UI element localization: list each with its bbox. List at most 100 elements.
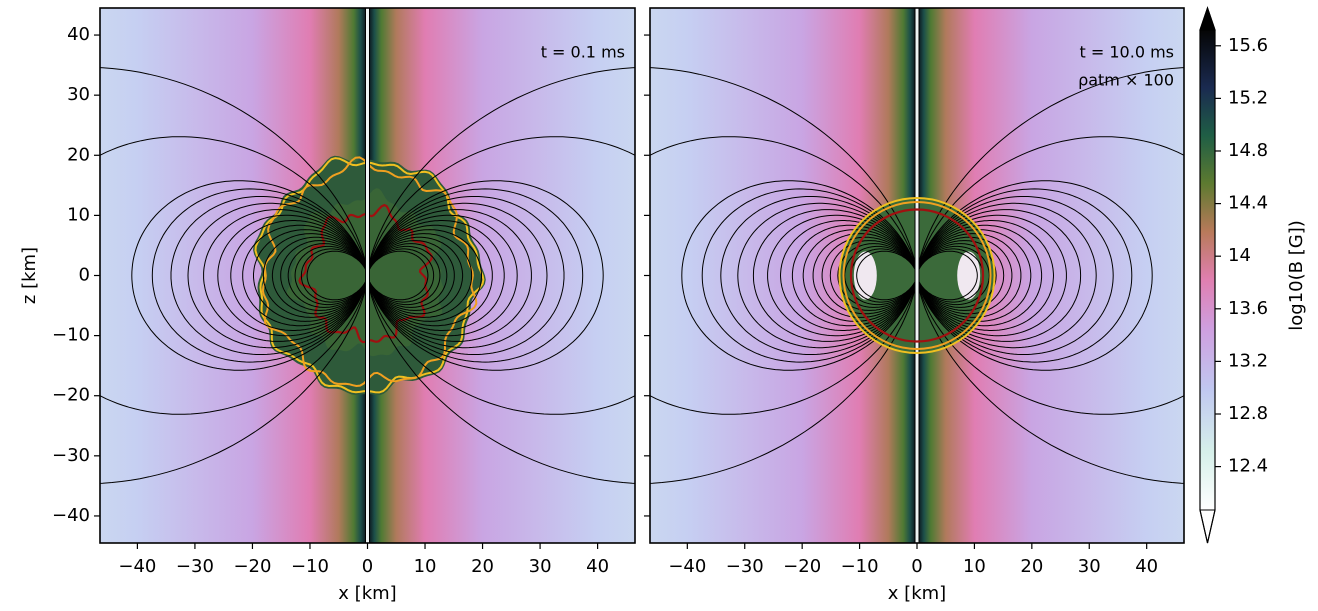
field-line <box>367 240 455 311</box>
x-axis-label: x [km] <box>888 583 946 604</box>
colorbar-tick-label: 12.8 <box>1228 403 1268 424</box>
field-line <box>650 136 918 415</box>
x-tick-label: 0 <box>911 556 922 577</box>
field-line <box>280 240 368 311</box>
field-line <box>737 202 918 349</box>
field-line <box>367 245 441 306</box>
x-tick-label: −10 <box>841 556 879 577</box>
y-tick-label: −40 <box>52 505 90 526</box>
colorbar-tick-label: 15.6 <box>1228 35 1268 56</box>
field-line <box>916 240 1005 311</box>
x-tick-label: 20 <box>471 556 494 577</box>
x-tick-label: 30 <box>1078 556 1101 577</box>
field-line <box>752 209 918 342</box>
y-tick-label: 40 <box>67 24 90 45</box>
field-line <box>203 209 368 342</box>
x-tick-label: −30 <box>176 556 214 577</box>
annotation: t = 10.0 ms <box>1080 43 1174 62</box>
field-line <box>791 224 918 327</box>
field-line <box>367 67 635 484</box>
field-line <box>367 224 493 327</box>
field-line <box>681 180 918 371</box>
field-line <box>767 214 918 337</box>
field-line <box>242 224 368 327</box>
field-line <box>916 67 1184 484</box>
y-tick-label: −10 <box>52 325 90 346</box>
field-line <box>916 229 1032 322</box>
field-line <box>367 233 473 318</box>
colorbar-frame <box>1199 6 1216 544</box>
x-tick-label: 40 <box>586 556 609 577</box>
x-tick-label: 40 <box>1135 556 1158 577</box>
field-line <box>100 136 368 415</box>
field-line <box>916 180 1153 371</box>
y-tick-label: 0 <box>79 265 90 286</box>
field-line <box>253 229 368 322</box>
field-line <box>271 236 368 315</box>
x-tick-label: −40 <box>118 556 156 577</box>
field-map <box>100 8 635 543</box>
field-line <box>367 209 532 342</box>
field-line <box>650 67 918 484</box>
field-line <box>821 236 918 315</box>
colorbar-tick-label: 13.6 <box>1228 298 1268 319</box>
star-hotspot <box>853 251 877 300</box>
y-tick-label: −20 <box>52 385 90 406</box>
field-line <box>131 180 368 371</box>
field-line <box>916 233 1022 318</box>
colorbar-extend-top <box>1199 6 1216 31</box>
colorbar-tick-label: 15.2 <box>1228 87 1268 108</box>
field-line <box>916 196 1114 355</box>
field-line <box>367 236 464 315</box>
x-axis-label: x [km] <box>338 583 396 604</box>
y-tick-label: 20 <box>67 144 90 165</box>
field-line <box>294 245 368 306</box>
x-tick-label: 10 <box>414 556 437 577</box>
field-line <box>916 214 1067 337</box>
field-line <box>367 202 548 349</box>
colorbar-tick-label: 13.2 <box>1228 350 1268 371</box>
colorbar-tick-label: 14.4 <box>1228 193 1268 214</box>
x-tick-label: −10 <box>291 556 329 577</box>
field-line <box>916 236 1013 315</box>
field-line <box>367 220 505 331</box>
field-line <box>916 209 1082 342</box>
colorbar-tick-label: 14.8 <box>1228 140 1268 161</box>
colorbar <box>1200 30 1215 510</box>
field-line <box>916 202 1097 349</box>
field-line <box>287 243 368 308</box>
field-line <box>916 188 1133 363</box>
field-line <box>720 196 918 355</box>
field-line <box>170 196 368 355</box>
field-line <box>100 67 368 484</box>
star-hotspot <box>957 251 981 300</box>
field-line <box>367 180 604 371</box>
field-lines <box>650 67 1184 484</box>
field-line <box>367 229 482 322</box>
x-tick-label: −40 <box>668 556 706 577</box>
field-line <box>367 136 635 415</box>
y-tick-label: 30 <box>67 84 90 105</box>
x-tick-label: −20 <box>783 556 821 577</box>
field-line <box>367 214 518 337</box>
field-line <box>916 220 1055 331</box>
axis-sheet-core <box>915 8 919 543</box>
x-tick-label: 20 <box>1020 556 1043 577</box>
field-line <box>217 214 368 337</box>
colorbar-extend-bottom <box>1199 509 1216 544</box>
field-line <box>187 202 368 349</box>
density-contour <box>254 157 485 394</box>
x-tick-label: −20 <box>233 556 271 577</box>
density-contour <box>261 156 478 388</box>
field-line <box>230 220 368 331</box>
colorbar-label: log10(B [G]) <box>1286 220 1307 330</box>
field-line <box>812 233 918 318</box>
field-line <box>151 188 368 363</box>
field-line <box>916 136 1184 415</box>
field-line <box>367 243 448 308</box>
field-line <box>829 240 918 311</box>
x-tick-label: 10 <box>963 556 986 577</box>
annotation: t = 0.1 ms <box>541 43 625 62</box>
colorbar-tick-label: 12.4 <box>1228 456 1268 477</box>
